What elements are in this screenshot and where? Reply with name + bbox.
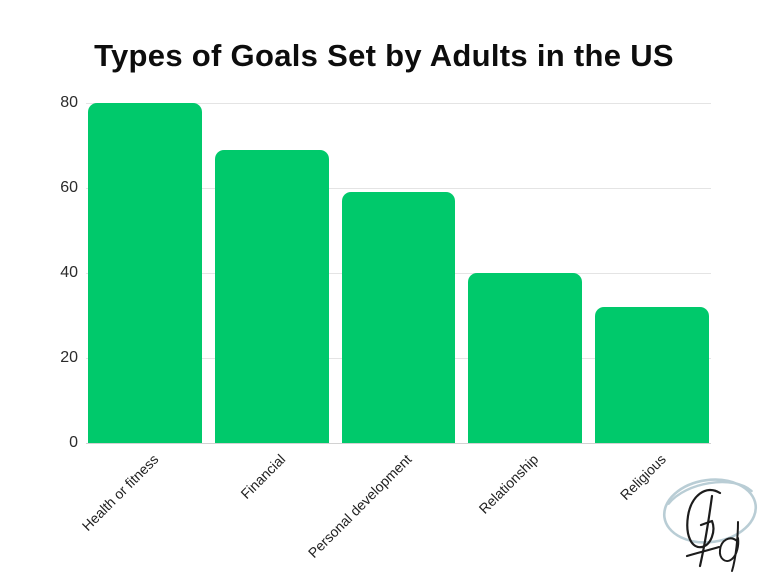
x-axis-baseline bbox=[86, 443, 711, 444]
gridline bbox=[86, 188, 711, 189]
bar-personal-development bbox=[341, 192, 456, 443]
logo-ellipse-icon bbox=[662, 478, 758, 544]
brand-logo: Gd bbox=[654, 466, 766, 576]
y-axis-tick-label: 0 bbox=[69, 434, 78, 451]
y-axis-tick-label: 80 bbox=[60, 94, 78, 111]
chart-title: Types of Goals Set by Adults in the US bbox=[94, 38, 674, 73]
x-axis-category-label: Relationship bbox=[475, 451, 542, 517]
gridline bbox=[86, 103, 711, 104]
logo-letter-g bbox=[685, 488, 722, 568]
bar-health-or-fitness bbox=[88, 103, 202, 443]
y-axis-tick-label: 60 bbox=[60, 179, 78, 196]
bar-religious bbox=[595, 307, 709, 443]
logo-letter-d bbox=[718, 521, 740, 572]
bar-financial bbox=[214, 149, 329, 443]
x-axis-category-label: Personal development bbox=[304, 451, 415, 561]
x-axis-category-label: Health or fitness bbox=[78, 451, 162, 534]
x-axis-category-label: Financial bbox=[237, 451, 289, 502]
y-axis-tick-label: 20 bbox=[60, 349, 78, 366]
y-axis-tick-label: 40 bbox=[60, 264, 78, 281]
bar-relationship bbox=[468, 273, 583, 443]
logo-monogram-icon bbox=[662, 478, 758, 572]
